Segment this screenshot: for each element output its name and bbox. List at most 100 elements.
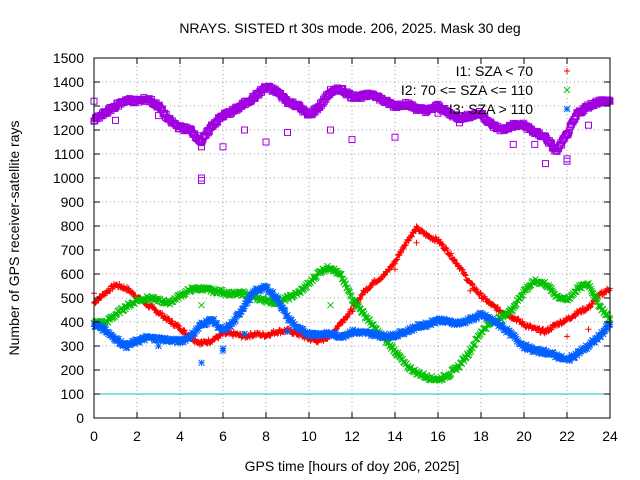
data-point-plus — [392, 266, 398, 273]
data-point-star — [521, 344, 529, 352]
data-point-square — [327, 126, 334, 134]
x-tick-label: 20 — [516, 428, 532, 444]
data-point-star — [284, 328, 291, 335]
y-tick-label: 1000 — [53, 170, 84, 186]
data-point-star — [436, 318, 444, 326]
data-point-plus — [451, 257, 458, 264]
data-point-star — [563, 105, 571, 113]
data-point-star — [189, 332, 197, 340]
data-point-square — [585, 121, 592, 129]
data-point-star — [400, 329, 407, 337]
x-tick-label: 0 — [90, 428, 98, 444]
y-tick-label: 100 — [61, 386, 85, 402]
data-point-plus — [358, 291, 365, 298]
data-point-plus — [398, 249, 405, 256]
y-tick-label: 0 — [76, 410, 84, 426]
data-point-star — [210, 315, 218, 323]
legend-label: I3: SZA > 110 — [449, 101, 533, 117]
data-point-star — [284, 312, 291, 319]
data-point-star — [109, 333, 117, 341]
y-tick-label: 300 — [61, 338, 85, 354]
data-point-plus — [400, 245, 407, 252]
data-point-square — [542, 132, 549, 140]
y-tick-label: 1500 — [53, 50, 84, 66]
data-point-cross — [456, 363, 463, 371]
data-point-star — [236, 310, 244, 318]
data-point-plus — [572, 313, 579, 320]
data-point-plus — [176, 323, 183, 330]
data-point-plus — [448, 250, 455, 257]
data-point-plus — [444, 247, 451, 254]
data-point-plus — [477, 289, 484, 296]
data-point-star — [321, 332, 329, 340]
data-point-star — [582, 342, 590, 350]
data-point-square — [565, 129, 573, 137]
data-point-star — [238, 308, 245, 315]
data-point-plus — [413, 239, 420, 246]
legend: I1: SZA < 70 I2: 70 <= SZA <= 110 I3: SZA … — [401, 63, 571, 117]
x-tick-label: 22 — [559, 428, 575, 444]
data-point-square — [605, 96, 613, 104]
y-tick-label: 1400 — [53, 74, 84, 90]
data-point-square — [158, 105, 166, 113]
data-point-square — [434, 109, 442, 117]
data-point-square — [456, 119, 463, 127]
data-point-square — [241, 126, 248, 134]
data-point-star — [101, 324, 109, 332]
data-point-plus — [564, 68, 570, 74]
data-point-cross — [360, 308, 367, 315]
data-point-cross — [198, 301, 205, 309]
y-axis-label: Number of GPS receiver-satellite rays — [6, 121, 22, 356]
data-point-star — [343, 331, 350, 339]
data-point-star — [603, 325, 611, 332]
data-point-cross — [548, 285, 555, 292]
data-point-star — [599, 330, 607, 338]
data-point-plus — [548, 326, 555, 333]
data-point-star — [330, 333, 337, 340]
x-tick-label: 2 — [133, 428, 141, 444]
data-point-plus — [345, 312, 352, 319]
data-point-star — [591, 338, 598, 346]
data-point-star — [258, 286, 266, 294]
tick-layer: 0 2 4 6 8 10 12 14 16 18 20 22 240100200300400500600… — [53, 50, 618, 444]
data-point-plus — [335, 323, 342, 330]
data-point-cross — [453, 363, 461, 371]
data-point-star — [553, 351, 561, 358]
data-point-star — [269, 288, 277, 296]
data-point-star — [408, 327, 416, 335]
data-point-star — [198, 359, 205, 367]
data-point-cross — [566, 295, 574, 302]
data-point-square — [198, 143, 205, 151]
data-point-plus — [180, 327, 187, 333]
data-point-star — [203, 320, 211, 328]
data-point-cross — [407, 364, 414, 371]
data-point-plus — [169, 318, 176, 325]
data-point-star — [397, 327, 405, 335]
data-point-square — [531, 140, 539, 148]
data-point-star — [279, 304, 287, 312]
data-point-plus — [469, 281, 476, 288]
data-point-plus — [438, 242, 445, 249]
data-point-square — [219, 143, 227, 151]
data-point-cross — [169, 298, 177, 306]
x-tick-label: 10 — [301, 428, 317, 444]
data-point-square — [542, 160, 549, 168]
x-tick-label: 6 — [219, 428, 227, 444]
data-point-plus — [394, 256, 401, 263]
data-point-star — [512, 333, 519, 341]
y-tick-label: 1200 — [53, 122, 84, 138]
data-point-square — [391, 133, 399, 141]
data-point-star — [155, 342, 162, 350]
data-point-plus — [564, 333, 570, 340]
data-point-cross — [394, 349, 402, 357]
data-point-star — [514, 337, 522, 344]
data-point-plus — [95, 297, 102, 304]
data-point-square — [348, 136, 356, 144]
data-point-star — [416, 321, 424, 328]
y-tick-label: 500 — [61, 290, 85, 306]
data-point-star — [536, 346, 543, 353]
data-point-cross — [591, 294, 598, 301]
x-axis-label: GPS time [hours of doy 206, 2025] — [245, 458, 460, 474]
